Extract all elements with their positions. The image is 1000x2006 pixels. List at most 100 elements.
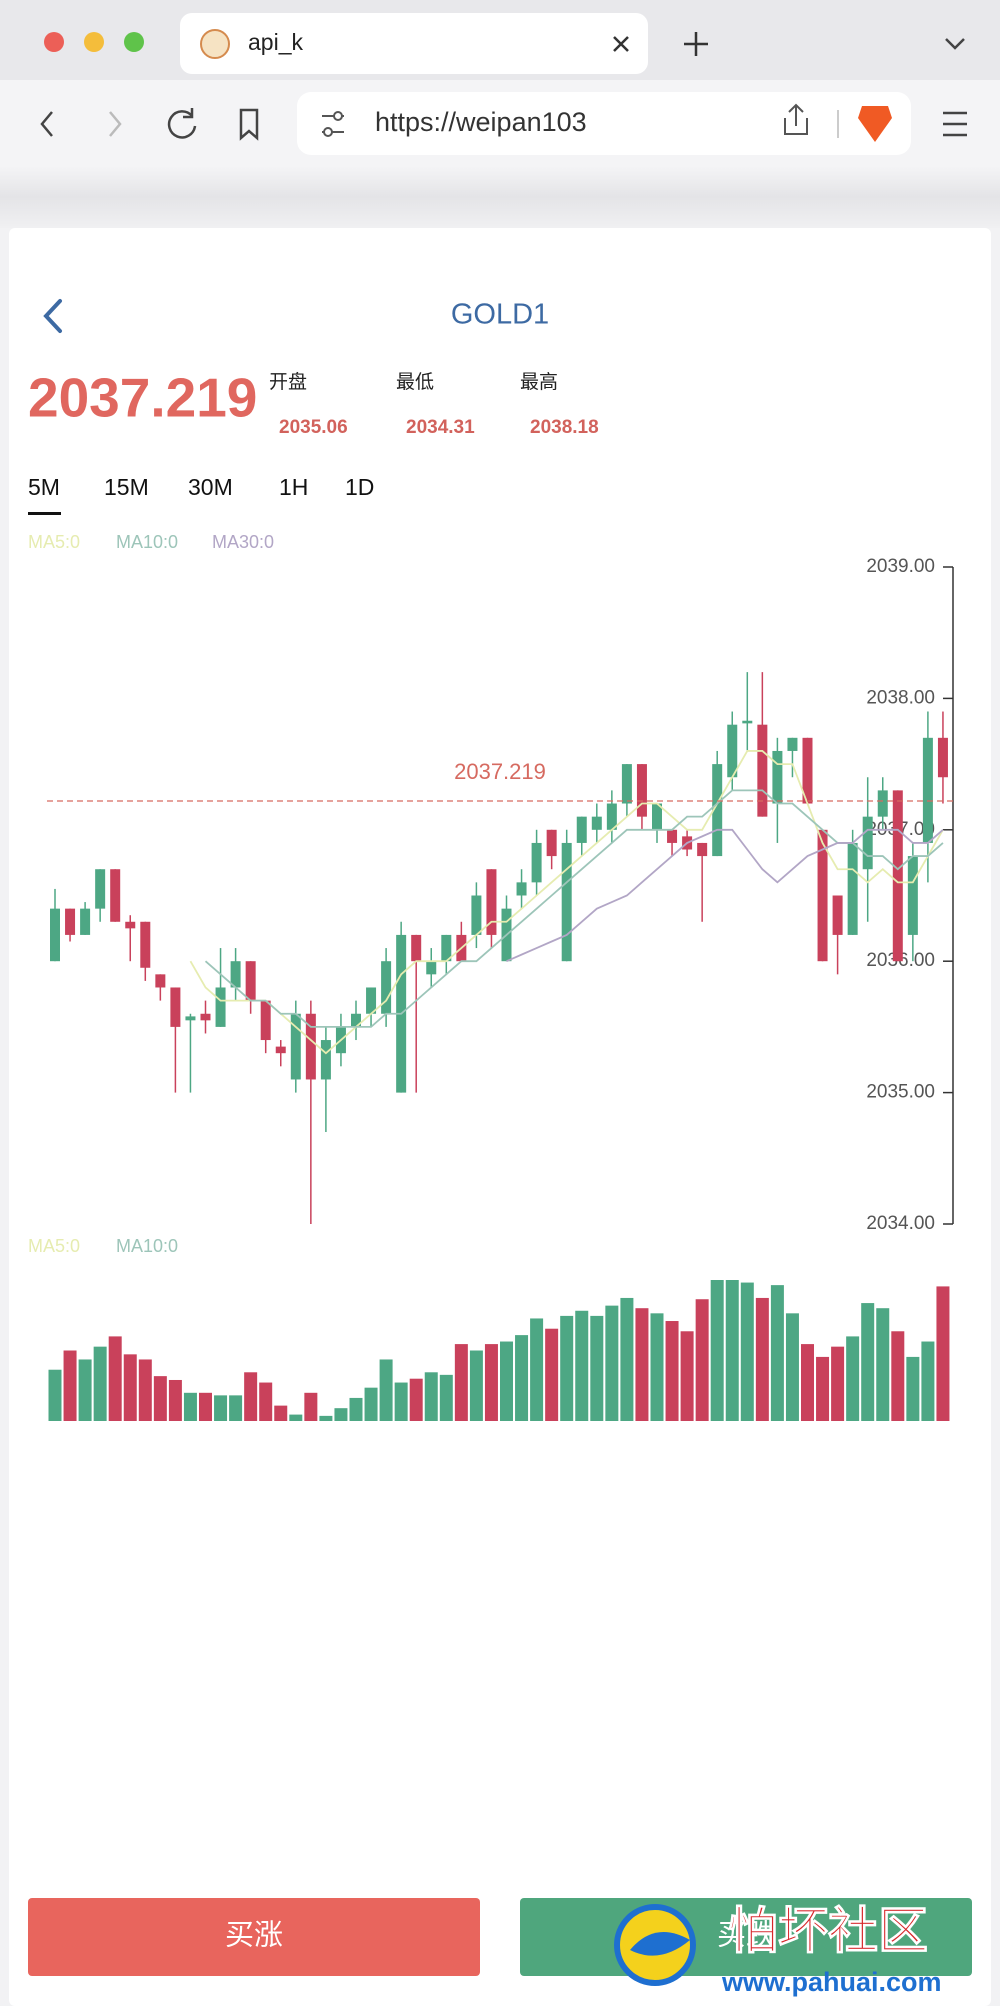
candle-body [636,764,647,817]
candle-body [170,987,181,1027]
candle-body [290,1013,301,1080]
ma-line [204,789,944,1028]
address-bar[interactable] [297,92,911,155]
volume-bar [379,1359,393,1421]
volume-bar [861,1303,875,1421]
reload-button[interactable] [167,108,197,139]
buy-up-button[interactable] [28,1898,480,1976]
back-button[interactable] [40,111,53,137]
volume-bar [695,1299,709,1421]
ma-legend: MA5:0 [28,532,80,552]
volume-bar [334,1408,348,1421]
candle-body [712,764,723,857]
minimize-window[interactable] [84,32,104,52]
watermark-url: www.pahuai.com [721,1967,942,1997]
candle-body [757,724,768,817]
volume-bar [138,1359,152,1421]
url[interactable]: https://weipan103 [375,107,587,137]
volume-bar [846,1336,860,1421]
close-window[interactable] [44,32,64,52]
volume-bar [710,1280,724,1421]
volume-bar [785,1313,799,1421]
volume-bar [259,1382,273,1421]
candle-body [366,987,377,1014]
candle-body [215,987,226,1027]
volume-bar [183,1392,197,1421]
menu-button[interactable] [943,111,967,137]
zoom-window[interactable] [124,32,144,52]
tab-favicon [200,29,230,59]
volume-legend: MA10:0 [116,1236,178,1256]
volume-bar [48,1369,62,1421]
candle-body [125,921,136,929]
volume-bar [319,1415,333,1421]
volume-legend: MA5:0 [28,1236,80,1256]
volume-bar [891,1331,905,1421]
volume-bar [78,1359,92,1421]
share-button[interactable] [784,103,808,135]
period-tab[interactable]: 1D [345,474,374,500]
period-tab[interactable]: 1H [279,474,308,500]
back-arrow[interactable] [43,299,62,333]
volume-bar [605,1305,619,1421]
volume-bar [530,1318,544,1421]
candle-body [922,737,933,843]
candle-body [260,1000,271,1041]
period-tab[interactable]: 15M [104,474,149,500]
watermark-logo-fish [630,1932,690,1956]
candle-body [802,737,813,804]
candle-body [561,842,572,962]
brave-shield[interactable] [858,106,892,142]
volume-bar [680,1331,694,1421]
volume-bar [409,1378,423,1421]
candle-body [727,724,738,778]
period-tab[interactable]: 30M [188,474,233,500]
symbol-title: GOLD1 [451,299,549,331]
candle-body [832,895,843,935]
volume-bar [108,1336,122,1421]
candle-body [381,961,392,1014]
candle-body [155,974,166,988]
y-tick-label: 2035.00 [866,1082,935,1103]
y-tick-label: 2038.00 [866,687,935,708]
volume-bar [364,1387,378,1421]
candle-body [591,816,602,830]
buy-up-label[interactable]: 买涨 [225,1920,283,1952]
volume-bar [740,1282,754,1421]
candle-body [230,961,241,988]
volume-bar [831,1346,845,1421]
volume-bar [906,1356,920,1421]
volume-bar [469,1350,483,1421]
volume-bar [454,1344,468,1421]
y-tick-label: 2034.00 [866,1213,935,1234]
volume-bar [394,1382,408,1421]
stats: 开盘 2035.06 最低 2034.31 最高 2038.18 [269,371,599,438]
forward-button[interactable] [109,111,122,137]
buy-down-label[interactable]: 买跌 [717,1919,775,1952]
volume-bar [665,1321,679,1421]
candle-body [80,908,91,935]
tab[interactable] [180,13,648,74]
volume-bar [650,1313,664,1421]
candle-body [652,803,662,830]
stat-label: 最高 [520,371,558,393]
volume-bar [168,1379,182,1421]
volume-bar [620,1297,634,1421]
tab-close[interactable] [613,36,629,52]
bookmark-button[interactable] [239,108,259,141]
candle-body [892,790,903,962]
candle-body [245,961,256,1001]
candle-body [185,1016,196,1021]
candle-body [200,1013,211,1021]
period-tab[interactable]: 5M [28,474,60,500]
candle-body [742,720,753,724]
tab-list[interactable] [945,38,965,50]
new-tab[interactable] [684,32,708,56]
stat-label: 最低 [396,371,434,393]
volume-bar [921,1341,935,1421]
candle-body [862,816,873,870]
candle-body [65,908,76,935]
volume-bar [816,1356,830,1421]
